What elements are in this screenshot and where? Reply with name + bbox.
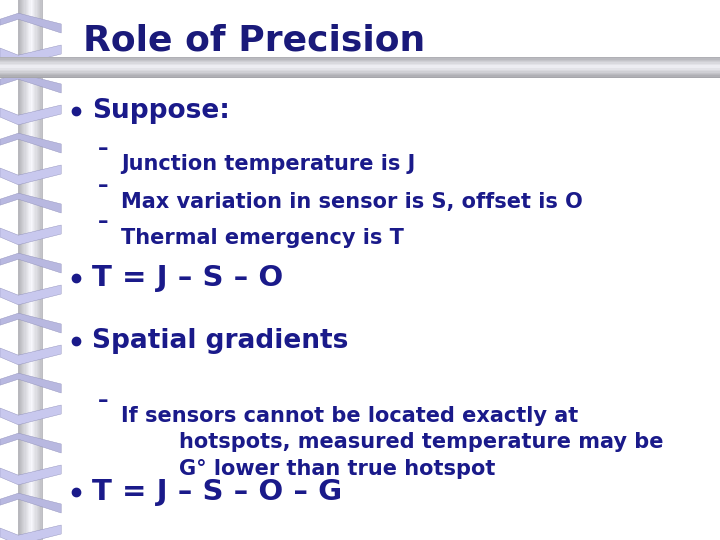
Bar <box>37 0 38 540</box>
Bar <box>0 59 61 61</box>
Bar <box>61 68 720 70</box>
Bar <box>0 58 61 59</box>
Bar <box>0 77 61 78</box>
Bar <box>32 0 33 540</box>
Polygon shape <box>0 313 61 333</box>
Polygon shape <box>0 525 61 540</box>
Bar <box>42 0 43 540</box>
Bar <box>61 72 720 74</box>
Text: –: – <box>98 176 108 197</box>
Bar <box>33 0 35 540</box>
Bar <box>21 0 22 540</box>
Polygon shape <box>0 493 61 513</box>
Bar <box>61 61 720 63</box>
Polygon shape <box>0 373 61 393</box>
Bar <box>61 58 720 59</box>
Polygon shape <box>0 13 61 33</box>
Bar <box>61 77 720 78</box>
Bar <box>0 72 61 74</box>
Polygon shape <box>0 73 61 93</box>
Text: –: – <box>98 390 108 411</box>
Bar <box>0 61 61 63</box>
Bar <box>0 70 61 71</box>
Bar <box>61 67 720 68</box>
Bar <box>23 0 24 540</box>
Polygon shape <box>0 253 61 273</box>
Text: Spatial gradients: Spatial gradients <box>92 328 348 354</box>
Bar <box>0 67 61 68</box>
Polygon shape <box>0 285 61 305</box>
Polygon shape <box>0 193 61 213</box>
Text: –: – <box>98 212 108 233</box>
Polygon shape <box>0 45 61 65</box>
Bar <box>0 74 61 76</box>
Bar <box>0 71 61 72</box>
Polygon shape <box>0 433 61 453</box>
Bar <box>0 76 61 77</box>
Polygon shape <box>0 133 61 153</box>
Polygon shape <box>0 105 61 125</box>
Text: T = J – S – O – G: T = J – S – O – G <box>92 478 342 507</box>
Polygon shape <box>0 465 61 485</box>
Bar <box>26 0 27 540</box>
Bar <box>24 0 26 540</box>
Polygon shape <box>0 165 61 185</box>
Text: Role of Precision: Role of Precision <box>83 24 425 57</box>
Text: –: – <box>98 138 108 159</box>
Polygon shape <box>0 405 61 425</box>
Bar <box>61 65 720 67</box>
Bar <box>0 64 61 65</box>
Bar <box>28 0 30 540</box>
Text: Thermal emergency is T: Thermal emergency is T <box>121 228 404 248</box>
Bar <box>19 0 21 540</box>
Polygon shape <box>0 225 61 245</box>
Bar <box>61 64 720 65</box>
Bar <box>0 65 61 67</box>
Bar <box>0 57 61 58</box>
Bar <box>61 71 720 72</box>
Bar <box>30 0 32 540</box>
Bar <box>61 59 720 61</box>
Text: Suppose:: Suppose: <box>92 98 230 124</box>
Bar <box>40 0 42 540</box>
Bar <box>61 74 720 76</box>
Bar <box>27 0 28 540</box>
Bar <box>61 76 720 77</box>
Bar <box>61 57 720 58</box>
Text: Max variation in sensor is S, offset is O: Max variation in sensor is S, offset is … <box>121 192 582 212</box>
Text: T = J – S – O: T = J – S – O <box>92 264 284 292</box>
Text: If sensors cannot be located exactly at
        hotspots, measured temperature m: If sensors cannot be located exactly at … <box>121 406 663 479</box>
Bar <box>61 63 720 64</box>
Text: Junction temperature is J: Junction temperature is J <box>121 154 415 174</box>
Bar <box>0 63 61 64</box>
Bar <box>22 0 23 540</box>
Bar <box>35 0 37 540</box>
Bar <box>38 0 39 540</box>
Bar <box>39 0 40 540</box>
Bar <box>0 68 61 70</box>
Bar <box>61 70 720 71</box>
Polygon shape <box>0 345 61 365</box>
